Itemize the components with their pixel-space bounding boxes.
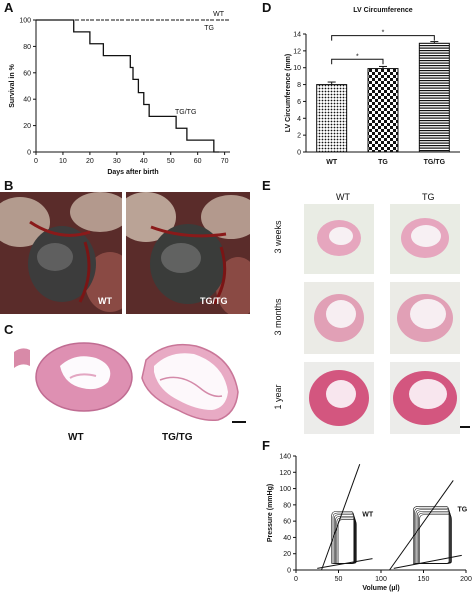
f-pv-loop [418,512,452,564]
f-espvr-line [389,480,454,571]
f-x-tick-label: 0 [294,576,298,583]
row-label-1-year: 1 year [273,384,283,410]
f-series-label-tg: TG [458,506,468,513]
panel-letter-b: B [4,178,14,193]
panel-letter-d: D [262,0,272,15]
heart-photo-wt [0,192,122,314]
a-x-tick-label: 20 [86,158,94,165]
f-y-tick-label: 100 [279,486,291,493]
a-series-label-wt: WT [213,11,225,18]
row-label-3-weeks: 3 weeks [273,220,283,254]
a-x-tick-label: 60 [194,158,202,165]
d-category-label: TG/TG [424,159,446,166]
photo-label-wt: WT [98,296,112,306]
a-y-axis-label: Survival in % [9,63,16,107]
f-y-tick-label: 40 [283,535,291,542]
d-bar [316,84,348,153]
f-pv-loop [335,515,356,564]
f-x-tick-label: 200 [460,576,472,583]
a-series-line-tg-tg [36,19,220,153]
d-y-tick-label: 12 [293,48,301,55]
d-significance-bracket [331,35,435,41]
photo-label-tgtg: TG/TG [200,296,228,306]
a-x-tick-label: 30 [113,158,121,165]
d-bar [367,68,399,153]
d-category-label: TG [378,159,388,166]
panel-letter-a: A [4,0,14,15]
f-y-tick-label: 20 [283,551,291,558]
f-pv-loop [413,506,450,564]
d-category-label: WT [326,159,338,166]
f-pv-loop [415,509,451,564]
section-label-tgtg: TG/TG [162,432,193,443]
f-espvr-line [321,463,361,571]
f-pv-loop [419,514,452,564]
f-pv-loop [336,517,357,564]
f-y-tick-label: 80 [283,502,291,509]
d-y-tick-label: 10 [293,65,301,72]
f-y-tick-label: 120 [279,470,291,477]
f-y-tick-label: 0 [287,568,291,575]
a-y-tick-label: 100 [19,18,31,25]
d-bar [418,42,450,153]
d-y-tick-label: 0 [297,150,301,157]
a-y-tick-label: 80 [23,44,31,51]
row-label-3-months: 3 months [273,298,283,336]
f-pv-loop [333,514,356,564]
panel-letter-f: F [262,438,270,453]
a-x-axis-label: Days after birth [107,169,158,176]
d-significance-bracket [331,58,384,65]
heart-photo-tgtg [126,192,250,314]
d-y-tick-label: 8 [297,82,301,89]
d-y-tick-label: 4 [297,116,301,123]
a-y-tick-label: 60 [23,70,31,77]
f-edpvr-line [393,554,462,569]
d-significance-mark: * [356,53,359,60]
a-y-tick-label: 0 [27,150,31,157]
f-edpvr-line [317,558,373,569]
a-y-tick-label: 40 [23,97,31,104]
f-pv-loop [414,507,450,564]
a-x-tick-label: 10 [59,158,67,165]
f-y-tick-label: 60 [283,519,291,526]
column-label-wt: WT [336,192,350,202]
d-significance-mark: * [382,30,385,37]
f-pv-loop [331,511,355,564]
f-x-axis-label: Volume (µl) [362,585,399,592]
d-chart-title: LV Circumference [353,7,412,14]
f-x-tick-label: 150 [418,576,430,583]
panel-letter-c: C [4,322,14,337]
d-y-tick-label: 6 [297,99,301,106]
d-y-tick-label: 14 [293,32,301,39]
a-x-tick-label: 0 [34,158,38,165]
f-series-label-wt: WT [362,511,374,518]
f-pv-loop [337,519,357,564]
a-x-tick-label: 50 [167,158,175,165]
section-label-wt: WT [68,432,84,443]
a-y-tick-label: 20 [23,123,31,130]
panel-letter-e: E [262,178,271,193]
f-pv-loop [332,512,355,564]
f-pv-loop [416,511,451,564]
f-x-tick-label: 50 [335,576,343,583]
a-series-label-tgtg: TG/TG [175,109,196,116]
a-x-tick-label: 40 [140,158,148,165]
f-y-tick-label: 140 [279,454,291,461]
f-y-axis-label: Pressure (mmHg) [267,484,274,542]
a-x-tick-label: 70 [221,158,229,165]
column-label-tg: TG [422,192,435,202]
a-series-label-tg: TG [204,25,214,32]
f-x-tick-label: 100 [375,576,387,583]
d-y-axis-label: LV Circumference (mm) [285,54,292,132]
d-y-tick-label: 2 [297,133,301,140]
